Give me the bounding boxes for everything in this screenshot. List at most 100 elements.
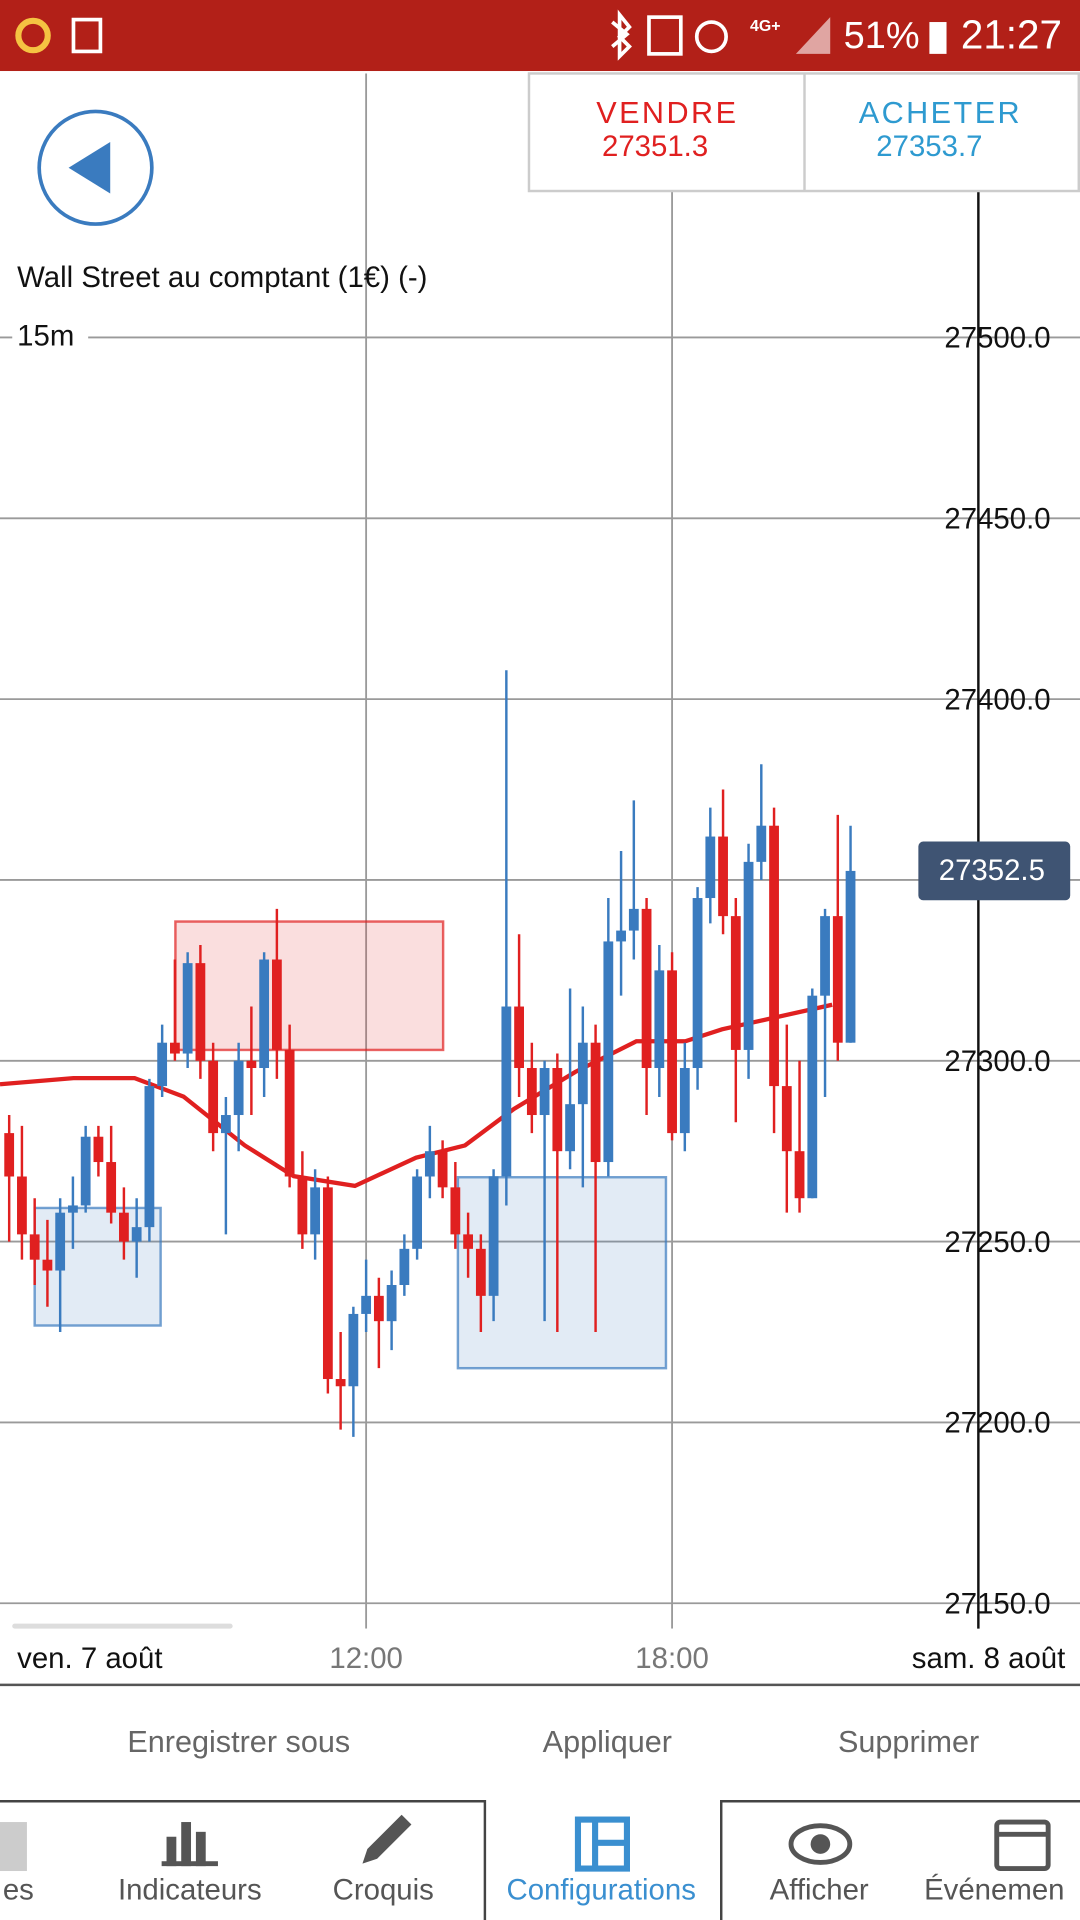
candle-body xyxy=(131,1227,142,1242)
tab-label[interactable]: Afficher xyxy=(770,1874,869,1907)
candle-body xyxy=(718,836,728,917)
y-tick-label: 27150.0 xyxy=(944,1587,1050,1620)
nfc-icon xyxy=(647,15,683,56)
sell-label[interactable]: VENDRE xyxy=(596,96,738,130)
candle-body xyxy=(80,1136,91,1206)
buy-price[interactable]: 27353.7 xyxy=(876,130,982,163)
candle-body xyxy=(233,1060,244,1116)
candle-body xyxy=(297,1176,308,1235)
candle-body xyxy=(373,1295,384,1322)
tab-border xyxy=(0,1800,1080,1920)
candle-body xyxy=(220,1115,231,1134)
apply-button[interactable]: Appliquer xyxy=(543,1725,672,1759)
zone xyxy=(33,1206,162,1327)
date-label-bg xyxy=(6,1638,196,1680)
back-arrow xyxy=(68,142,111,194)
tab-label[interactable]: Croquis xyxy=(333,1874,434,1907)
candle-body xyxy=(386,1285,397,1322)
candle-body xyxy=(845,870,856,1043)
candle-body xyxy=(616,930,626,942)
delete-button[interactable]: Supprimer xyxy=(838,1725,979,1759)
candle-body xyxy=(157,1042,168,1087)
events-icon xyxy=(994,1819,1051,1872)
candle-body xyxy=(195,963,206,1061)
candle-body xyxy=(539,1068,550,1116)
candle-body xyxy=(4,1133,15,1177)
app-icon xyxy=(15,17,51,54)
candle-body xyxy=(654,970,665,1069)
candle-body xyxy=(322,1187,333,1380)
candle-body xyxy=(284,1049,295,1177)
candle-body xyxy=(756,825,767,862)
x-tick-label: 12:00 xyxy=(329,1642,403,1675)
candle-body xyxy=(119,1212,129,1242)
candle-body xyxy=(29,1234,40,1260)
candle-body xyxy=(437,1151,448,1188)
candle-body xyxy=(769,825,779,1087)
candle-body xyxy=(832,916,843,1043)
candle-body xyxy=(106,1162,117,1213)
tab-label[interactable]: Configurations xyxy=(507,1874,696,1907)
candle-body xyxy=(743,861,754,1050)
candle-body xyxy=(730,916,741,1050)
interval-label: 15m xyxy=(17,320,74,353)
date-label-bg xyxy=(884,1638,1080,1680)
candle-body xyxy=(820,916,830,996)
candle-body xyxy=(641,908,652,1069)
candle-body xyxy=(475,1248,486,1296)
task-icon xyxy=(71,17,103,54)
candle-body xyxy=(348,1313,359,1387)
tab-label[interactable]: es xyxy=(3,1874,34,1907)
last-price-tag xyxy=(918,841,1071,901)
candle-body xyxy=(310,1187,321,1235)
tab-icon xyxy=(0,1822,27,1872)
candle-body xyxy=(335,1379,346,1387)
last-price-label: 27352.5 xyxy=(939,854,1045,887)
interval-bg xyxy=(12,318,89,358)
date-label: sam. 8 août xyxy=(912,1642,1066,1675)
buy-label[interactable]: ACHETER xyxy=(859,96,1022,130)
y-tick-label: 27500.0 xyxy=(944,322,1050,355)
status-bar xyxy=(0,0,1080,72)
y-tick-label: 27300.0 xyxy=(944,1045,1050,1078)
tab-labels: es Indicateurs Croquis Configurations Affich… xyxy=(3,1874,1065,1907)
x-tick-label: 18:00 xyxy=(635,1642,709,1675)
candle-body xyxy=(781,1086,792,1152)
battery-level: 51% xyxy=(844,15,920,57)
candle-body xyxy=(208,1060,219,1134)
view-icon xyxy=(788,1823,853,1865)
candle-body xyxy=(488,1176,499,1296)
sketch-icon xyxy=(362,1814,412,1864)
plot-area xyxy=(0,73,1080,1629)
candle-body xyxy=(170,1042,180,1054)
candle-body xyxy=(246,1060,257,1069)
candle-body xyxy=(412,1176,423,1249)
candle-body xyxy=(271,959,282,1050)
candle-body xyxy=(628,908,639,931)
zone xyxy=(174,920,445,1052)
candle-body xyxy=(144,1086,155,1228)
candle-body xyxy=(450,1187,461,1235)
scrollbar xyxy=(12,1623,233,1629)
clock: 21:27 xyxy=(961,12,1062,58)
signal-icon xyxy=(795,17,831,54)
date-label: ven. 7 août xyxy=(17,1642,162,1675)
save-as-button[interactable]: Enregistrer sous xyxy=(127,1725,350,1759)
candle-body xyxy=(361,1295,372,1314)
candle-body xyxy=(526,1068,537,1116)
battery-icon xyxy=(929,22,947,54)
candle-body xyxy=(55,1212,66,1271)
candle-body xyxy=(577,1042,588,1105)
tab-label[interactable]: Indicateurs xyxy=(118,1874,262,1907)
candle-body xyxy=(93,1136,104,1163)
candle-body xyxy=(514,1006,524,1069)
candle-body xyxy=(705,836,716,899)
tab-label[interactable]: Événemen xyxy=(924,1874,1064,1907)
sell-price[interactable]: 27351.3 xyxy=(602,130,708,163)
y-tick-label: 27200.0 xyxy=(944,1407,1050,1440)
candle-body xyxy=(424,1151,435,1177)
candle-body xyxy=(679,1068,690,1134)
alarm-icon xyxy=(694,20,728,54)
